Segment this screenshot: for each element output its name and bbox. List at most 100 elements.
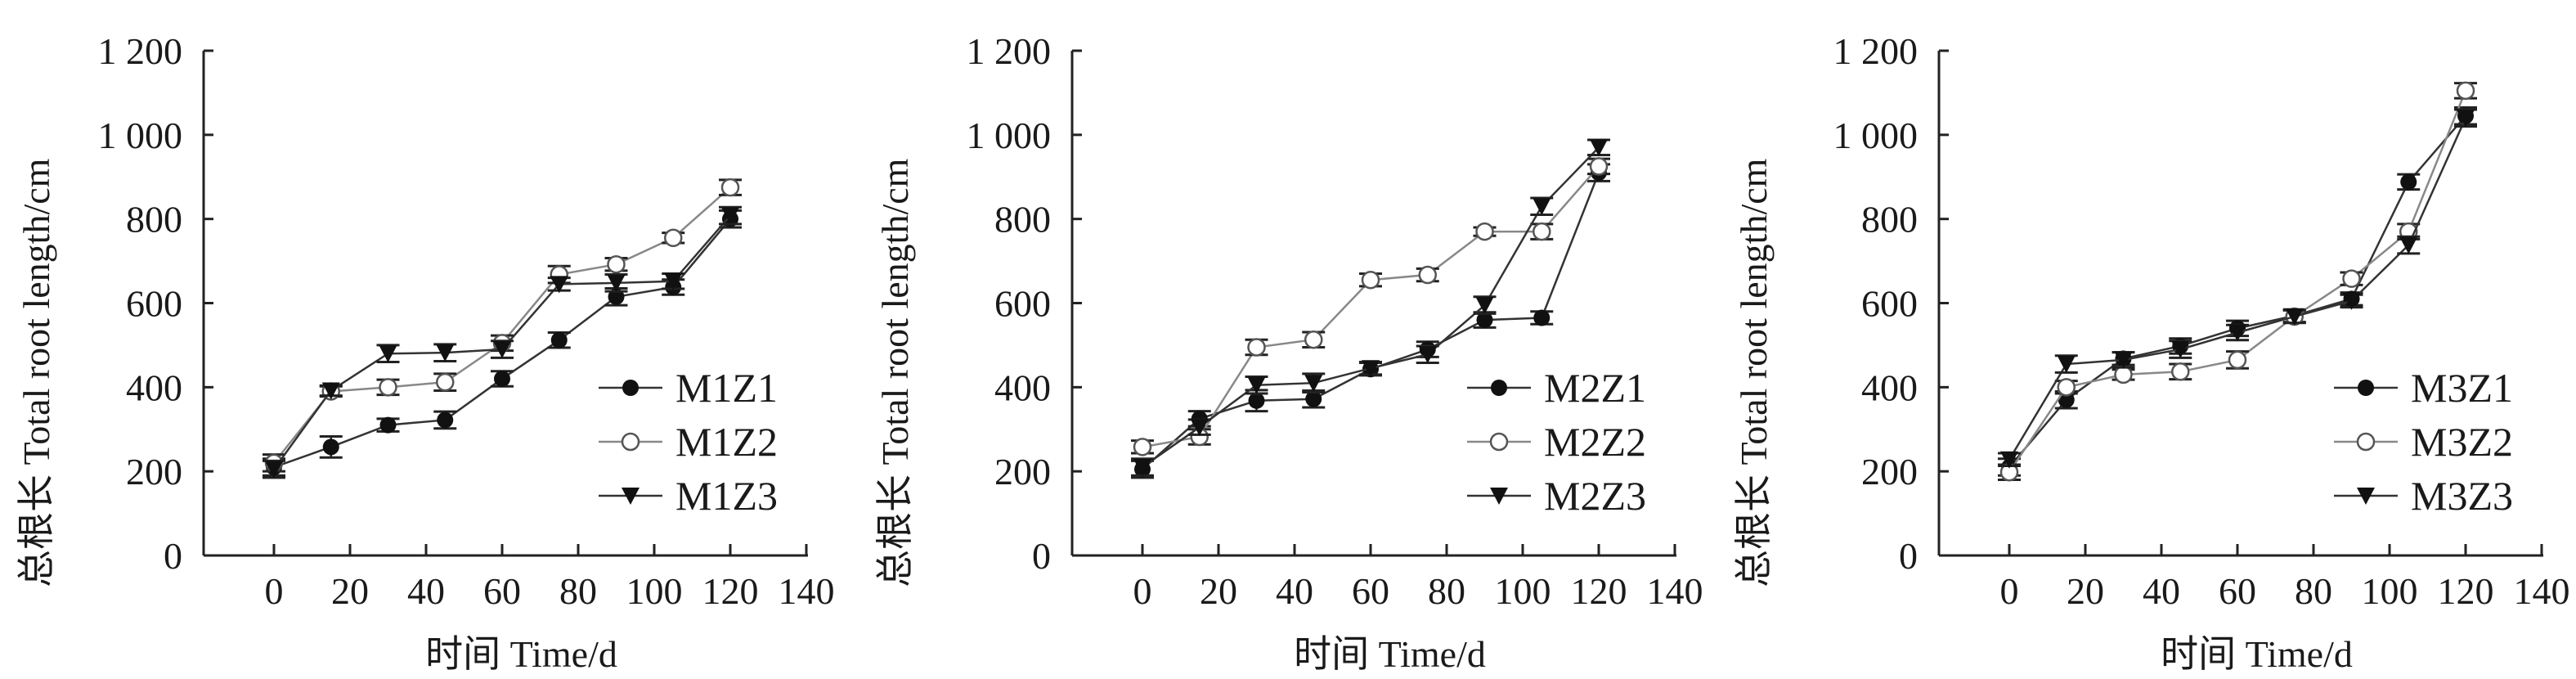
data-point — [379, 345, 397, 363]
data-point — [2457, 110, 2475, 128]
x-axis-label: 时间 Time/d — [1294, 633, 1486, 675]
legend-label: M3Z1 — [2411, 365, 2513, 411]
data-point — [2171, 341, 2190, 359]
y-tick-label: 1 000 — [98, 115, 183, 156]
x-tick-label: 80 — [1428, 570, 1465, 612]
data-point — [1361, 270, 1380, 290]
data-point — [1475, 222, 1494, 241]
legend-item: M3Z2 — [2334, 419, 2513, 465]
y-tick-label: 400 — [126, 366, 182, 408]
y-tick-label: 200 — [1861, 451, 1918, 492]
y-tick-label: 200 — [994, 451, 1051, 492]
data-point — [2058, 391, 2075, 408]
data-point — [1304, 330, 1323, 349]
data-point — [379, 416, 397, 434]
series-m1z2 — [263, 178, 742, 473]
data-point — [437, 411, 454, 429]
chart-panel-m2: 0 200 400 600 800 1 000 1 200 0 20 40 60 80 100 120 14… — [859, 0, 1717, 679]
data-point — [2456, 81, 2475, 101]
y-tick-label: 1 000 — [967, 115, 1052, 156]
x-tick-label: 100 — [626, 570, 683, 612]
x-tick-label: 140 — [779, 570, 835, 612]
x-tick-label: 40 — [2143, 570, 2180, 612]
x-tick-label: 80 — [2295, 570, 2332, 612]
data-point — [550, 331, 568, 348]
data-point — [1490, 488, 1508, 505]
chart-m1: 0 200 400 600 800 1 000 1 200 0 20 40 60 80 100 120 14… — [16, 30, 835, 675]
legend-label: M3Z2 — [2411, 419, 2513, 465]
data-point — [1133, 438, 1152, 456]
x-tick-label: 40 — [407, 570, 445, 612]
data-point — [622, 488, 640, 505]
data-point — [720, 178, 740, 197]
series-line — [1142, 172, 1600, 470]
y-tick-label: 1 200 — [967, 30, 1052, 72]
y-tick-label: 600 — [1861, 283, 1918, 325]
series-line — [2008, 115, 2466, 468]
series-line — [273, 187, 731, 464]
y-tick-label: 1 000 — [1833, 115, 1919, 156]
series-m3z2 — [1998, 81, 2477, 482]
x-tick-label: 0 — [1133, 570, 1152, 612]
data-point — [1247, 376, 1266, 394]
legend-item: M2Z1 — [1467, 365, 1646, 411]
data-point — [1533, 198, 1551, 216]
legend-item: M2Z3 — [1467, 473, 1646, 519]
series-line — [2008, 90, 2467, 473]
y-axis-label: 总根长 Total root length/cm — [874, 158, 916, 587]
data-point — [1589, 157, 1609, 176]
data-point — [2057, 356, 2076, 374]
data-point — [2357, 488, 2375, 505]
data-point — [2228, 324, 2246, 342]
data-point — [1362, 360, 1380, 378]
data-point — [321, 382, 340, 400]
data-point — [2114, 351, 2133, 369]
y-tick-label: 0 — [1032, 535, 1051, 577]
legend-label: M1Z1 — [675, 365, 778, 411]
data-point — [2358, 380, 2374, 396]
x-tick-label: 140 — [2514, 570, 2570, 612]
data-point — [2228, 350, 2247, 370]
x-tick-label: 60 — [1352, 570, 1389, 612]
x-tick-label: 60 — [483, 570, 521, 612]
x-tick-label: 20 — [331, 570, 369, 612]
data-point — [265, 461, 283, 479]
data-point — [608, 288, 625, 305]
y-tick-label: 400 — [1861, 366, 1918, 408]
data-point — [493, 341, 511, 359]
x-tick-label: 60 — [2219, 570, 2256, 612]
x-tick-label: 100 — [2362, 570, 2418, 612]
data-point — [2399, 236, 2418, 254]
legend-item: M1Z3 — [599, 473, 778, 519]
data-point — [2342, 269, 2361, 288]
data-point — [1590, 139, 1608, 157]
data-point — [621, 432, 640, 452]
legend-label: M2Z1 — [1544, 365, 1646, 411]
data-point — [664, 272, 683, 290]
chart-m3: 0 200 400 600 800 1 000 1 200 0 20 40 60 80 100 120 14… — [1733, 30, 2570, 675]
legend-item: M3Z3 — [2334, 473, 2513, 519]
data-point — [1489, 432, 1509, 452]
y-tick-label: 800 — [1861, 199, 1918, 241]
data-point — [550, 276, 568, 294]
x-tick-label: 120 — [2438, 570, 2494, 612]
legend-label: M1Z3 — [675, 473, 778, 519]
data-point — [1247, 338, 1266, 357]
x-tick-label: 20 — [1200, 570, 1237, 612]
data-point — [1190, 419, 1209, 437]
data-point — [379, 378, 397, 397]
data-point — [1418, 265, 1437, 285]
data-point — [622, 380, 639, 396]
series-m3z1 — [1998, 106, 2477, 477]
data-point — [2342, 292, 2361, 310]
series-m2z3 — [1131, 138, 1610, 477]
legend-label: M3Z3 — [2411, 473, 2513, 519]
y-tick-label: 600 — [126, 283, 182, 325]
chart-panel-m1: 0 200 400 600 800 1 000 1 200 0 20 40 60 80 100 120 14… — [0, 0, 859, 679]
y-tick-label: 200 — [126, 451, 182, 492]
x-tick-label: 120 — [1571, 570, 1627, 612]
data-point — [1533, 309, 1551, 326]
data-point — [721, 207, 739, 225]
legend-item: M2Z2 — [1467, 419, 1646, 465]
data-point — [322, 438, 339, 456]
